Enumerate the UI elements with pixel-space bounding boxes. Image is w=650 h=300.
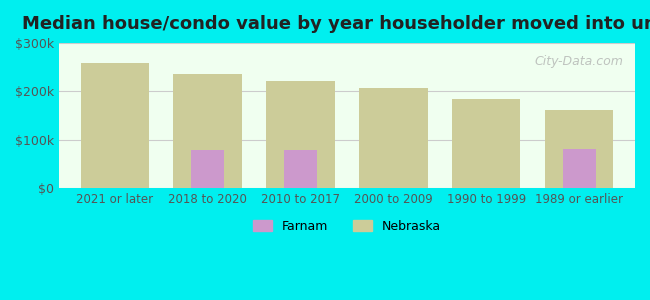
- Bar: [191, 150, 224, 188]
- Bar: [266, 81, 335, 188]
- Bar: [174, 74, 242, 188]
- Bar: [81, 63, 149, 188]
- Bar: [545, 110, 614, 188]
- Bar: [359, 88, 428, 188]
- Bar: [284, 150, 317, 188]
- Bar: [452, 99, 521, 188]
- Bar: [563, 149, 595, 188]
- Title: Median house/condo value by year householder moved into unit: Median house/condo value by year househo…: [22, 15, 650, 33]
- Text: City-Data.com: City-Data.com: [534, 55, 623, 68]
- Legend: Farnam, Nebraska: Farnam, Nebraska: [248, 214, 446, 238]
